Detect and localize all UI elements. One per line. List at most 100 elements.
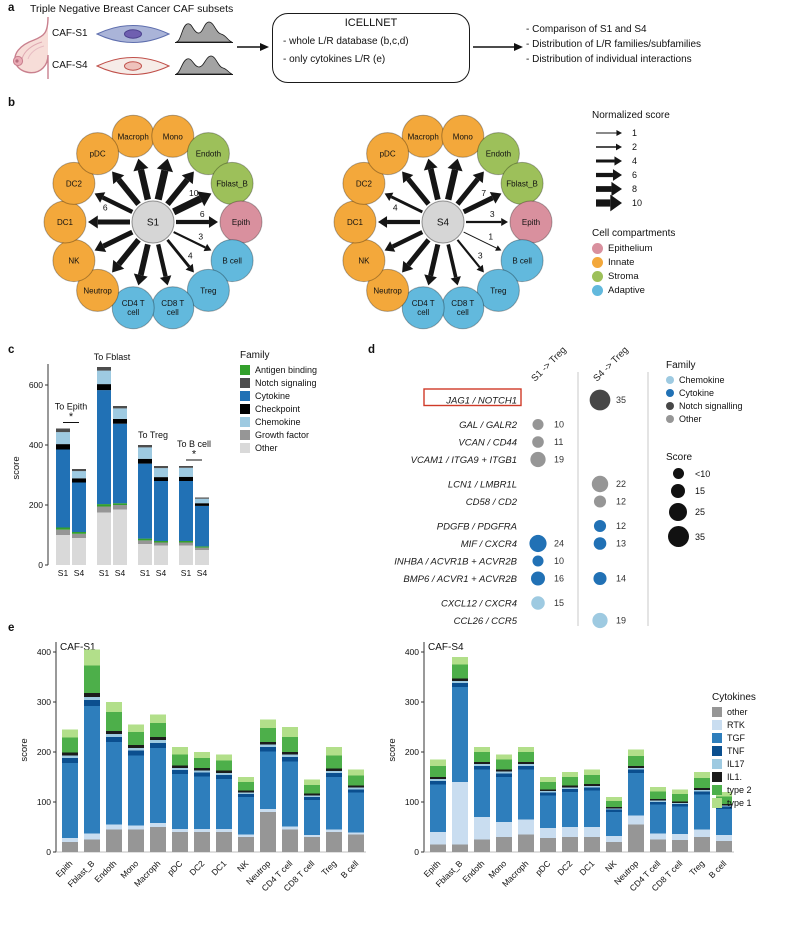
caf-s1-histogram (175, 21, 233, 43)
bar-segment (348, 792, 364, 833)
x-tick-label: B cell (707, 858, 729, 880)
score-legend-arrow-head (616, 129, 622, 137)
bar-segment (113, 503, 127, 505)
bar-segment (128, 724, 144, 732)
score-legend-arrow-head (610, 194, 622, 212)
network-node (500, 239, 544, 283)
bar-segment (282, 737, 298, 752)
panel-a-label: a (8, 2, 15, 14)
bar-segment (694, 837, 710, 852)
arrow-score-label: 6 (200, 209, 205, 219)
network-arrow-head (424, 274, 437, 286)
bar-segment (326, 829, 342, 832)
bar-segment (628, 766, 644, 768)
compartments-legend-items: Epithelium Innate Stroma Adaptive (592, 243, 675, 296)
bar-segment (138, 544, 152, 565)
bar-segment (216, 773, 232, 775)
network-arrow-line (172, 195, 203, 216)
legend-swatch (240, 391, 250, 401)
bar-segment (282, 752, 298, 755)
bar-segment (452, 687, 468, 782)
network-arrow-head (450, 276, 461, 286)
network-s1: 10 6 34 6 Macroph Mono Endoth Fblast_B Epith B ce… (43, 114, 263, 330)
bar-segment (216, 754, 232, 761)
dot-value: 11 (554, 437, 563, 447)
network-arrow-head (181, 171, 194, 185)
network-arrow-head (489, 191, 502, 204)
dot-value: 35 (616, 395, 626, 405)
bar-segment (154, 466, 168, 469)
bar-segment (540, 791, 556, 793)
bar-segment (56, 527, 70, 530)
bar-segment (56, 428, 70, 433)
bar-segment (97, 370, 111, 385)
arrow-score-label: 6 (103, 203, 108, 213)
x-tick-label: Endoth (92, 858, 118, 884)
bar-segment (430, 777, 446, 779)
network-arrow-line (165, 177, 190, 206)
network-arrow-head (94, 192, 106, 203)
network-arrow-line (462, 195, 494, 215)
group-label: To Epith (55, 402, 88, 412)
network-arrow-head (156, 158, 174, 173)
y-tick-label: 400 (37, 647, 51, 657)
bar-segment (282, 727, 298, 737)
pair-label: CD58 / CD2 (466, 497, 518, 508)
bar-segment (452, 664, 468, 679)
network-arrow-head (402, 171, 414, 184)
bar-segment (56, 529, 70, 535)
output-3: - Distribution of individual interaction… (526, 54, 692, 65)
legend-swatch (666, 376, 674, 384)
bar-segment (106, 824, 122, 830)
score-dot-wrap (666, 526, 690, 547)
bar-segment (195, 497, 209, 499)
x-tick-label: S1 (58, 568, 69, 578)
arrow-score-label: 4 (393, 203, 398, 213)
network-arrow-head (159, 275, 172, 286)
bar-segment (84, 665, 100, 693)
bar-segment (172, 770, 188, 774)
node-label: B cell (512, 257, 532, 266)
bar-segment (716, 796, 732, 804)
chart-title: CAF-S1 (60, 642, 96, 653)
bar-segment (694, 772, 710, 778)
bar-segment (72, 471, 86, 479)
bar-segment (672, 840, 688, 852)
bar-segment (694, 794, 710, 830)
bar-segment (348, 775, 364, 786)
bar-segment (62, 729, 78, 738)
bar-segment (260, 747, 276, 752)
panel-d-label: d (368, 344, 376, 356)
legend-label: Cytokine (255, 391, 291, 401)
bar-segment (150, 723, 166, 737)
network-arrow-head (447, 158, 463, 172)
bar-segment (304, 793, 320, 796)
bar-segment (154, 545, 168, 565)
network-node (476, 268, 520, 312)
network-arrow-line (456, 239, 481, 268)
y-tick-label: 0 (38, 560, 43, 570)
bar-segment (72, 538, 86, 565)
legend-label: Growth factor (255, 430, 310, 440)
dot-s1 (532, 418, 544, 431)
bar-segment (606, 797, 622, 801)
bar-segment (628, 749, 644, 756)
bar-segment (106, 702, 122, 712)
score-legend-item: 25 (666, 502, 710, 522)
x-tick-label: NK (235, 858, 251, 874)
dot-score-legend-items: <10 15 25 35 (666, 467, 710, 548)
legend-label: other (727, 707, 748, 717)
pair-label: VCAM1 / ITGA9 + ITGB1 (411, 455, 517, 466)
bar-segment (172, 768, 188, 770)
node-label: cell (167, 308, 179, 317)
bar-segment (128, 732, 144, 745)
node-label: Neutrop (83, 286, 112, 295)
dot-value: 16 (554, 574, 564, 584)
caf-s4-label: CAF-S4 (52, 60, 88, 71)
network-center-label: S1 (147, 218, 160, 229)
arrow-score-label: 1 (488, 231, 493, 241)
legend-swatch (712, 707, 722, 717)
network-arrow-head (476, 264, 484, 273)
bar-segment (282, 826, 298, 830)
y-tick-label: 0 (414, 847, 419, 857)
